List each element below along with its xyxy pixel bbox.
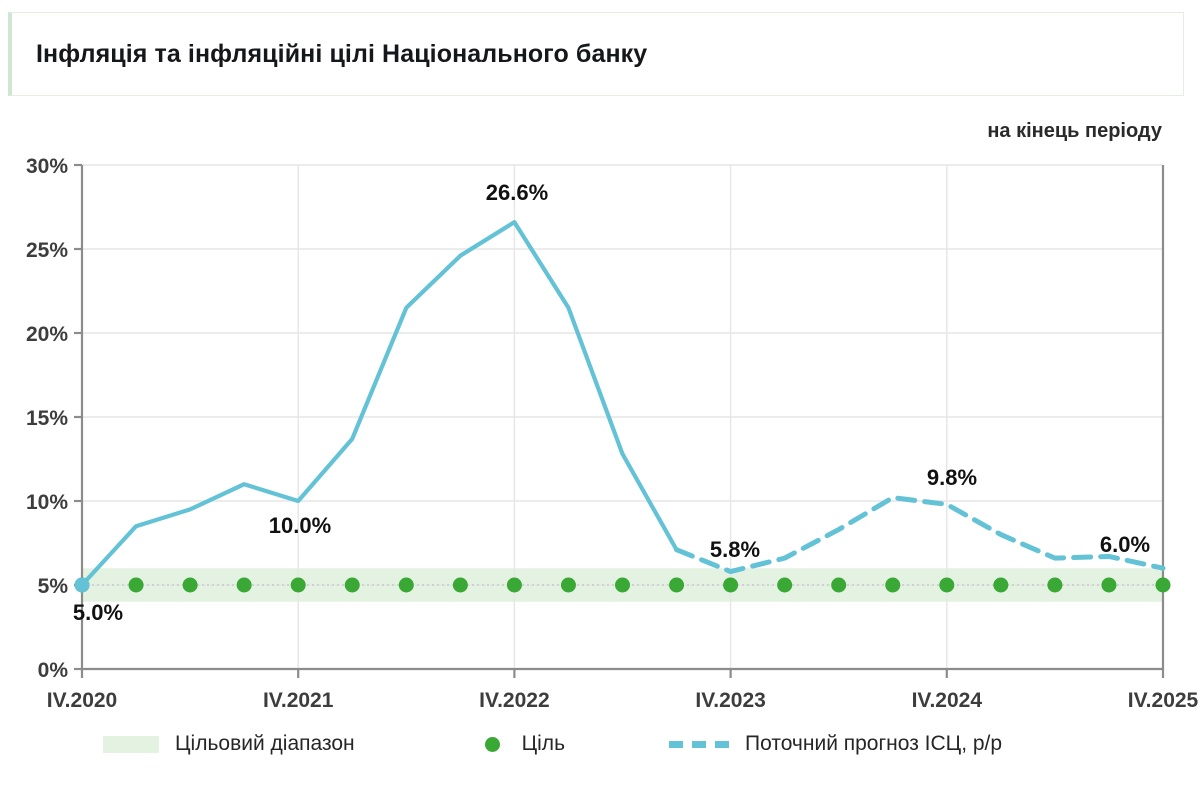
x-tick-label: IV.2020 [47, 689, 117, 710]
goal-marker [1155, 577, 1171, 593]
inflation-line-chart: 0%5%10%15%20%25%30% IV.2020 IV.2021 IV.202… [26, 155, 1199, 710]
goal-marker [831, 577, 847, 593]
y-tick-label: 5% [38, 575, 69, 598]
goal-marker [344, 577, 360, 593]
chart-container: 0% 5% 10% 15% 20% 25% 30% IV.2020 IV.2021 IV.202… [0, 150, 1200, 710]
legend-item-target-band[interactable]: Цільовий діапазон [103, 732, 355, 756]
y-tick-label: 15% [26, 407, 68, 430]
x-tick-label: IV.2022 [479, 689, 549, 710]
goal-marker [506, 577, 522, 593]
data-point-labels: 5.0% 10.0% 26.6% 5.8% 9.8% 6.0% [73, 180, 1150, 625]
data-point-label: 5.0% [73, 600, 123, 625]
goal-marker [669, 577, 685, 593]
forecast-dash-swatch-icon [669, 740, 732, 748]
x-tick-label: IV.2021 [263, 689, 334, 710]
chart-legend: Цільовий діапазон Ціль Поточний прогноз … [0, 722, 1200, 766]
goal-marker [290, 577, 306, 593]
page-title: Інфляція та інфляційні цілі Національног… [36, 40, 648, 68]
target-band-swatch-icon [103, 735, 159, 753]
data-point-label: 5.8% [710, 537, 760, 562]
goal-marker [1101, 577, 1117, 593]
goal-marker [777, 577, 793, 593]
legend-item-goal[interactable]: Ціль [467, 732, 565, 756]
x-tick-label: IV.2023 [695, 689, 765, 710]
y-axis-tick-labels: 0% 5% 10% 15% 20% 25% 30% [26, 155, 68, 682]
goal-marker [993, 577, 1009, 593]
goal-marker [723, 577, 739, 593]
y-tick-label: 20% [26, 323, 68, 346]
x-tick-label: IV.2024 [912, 689, 983, 710]
data-point-label: 10.0% [269, 513, 331, 538]
y-tick-label: 0% [38, 659, 69, 682]
x-tick-label: IV.2025 [1128, 689, 1199, 710]
actual-cpi-line [79, 220, 679, 588]
legend-item-forecast[interactable]: Поточний прогноз ІСЦ, р/р [667, 732, 1002, 756]
actual-start-marker [74, 577, 90, 593]
y-tick-label: 10% [26, 491, 68, 514]
series-start-marker [74, 577, 90, 593]
actual-cpi-polyline [79, 220, 679, 588]
data-point-label: 6.0% [1100, 532, 1150, 557]
goal-marker [615, 577, 630, 593]
goal-marker [398, 577, 414, 593]
goal-marker [885, 577, 901, 593]
goal-marker [560, 577, 576, 593]
legend-label-forecast: Поточний прогноз ІСЦ, р/р [745, 732, 1003, 755]
y-tick-label: 30% [26, 155, 68, 178]
legend-label-target-band: Цільовий діапазон [175, 732, 355, 755]
chart-title-panel: Інфляція та інфляційні цілі Національног… [8, 12, 1184, 96]
goal-marker [452, 577, 468, 593]
goal-markers [74, 577, 1171, 593]
goal-dot-swatch-icon [484, 736, 500, 752]
goal-marker [1047, 577, 1063, 593]
goal-marker [939, 577, 955, 593]
x-axis-tick-labels: IV.2020 IV.2021 IV.2022 IV.2023 IV.2024 IV.20… [47, 689, 1199, 710]
legend-label-goal: Ціль [521, 732, 566, 755]
goal-marker [182, 577, 198, 593]
data-point-label: 26.6% [486, 180, 548, 205]
forecast-cpi-line [674, 495, 1166, 575]
goal-marker [236, 577, 252, 593]
goal-marker [128, 577, 144, 593]
chart-subtitle: на кінець періоду [987, 120, 1162, 142]
y-tick-label: 25% [26, 239, 68, 262]
forecast-cpi-polyline [674, 495, 1166, 575]
data-point-label: 9.8% [927, 465, 977, 490]
